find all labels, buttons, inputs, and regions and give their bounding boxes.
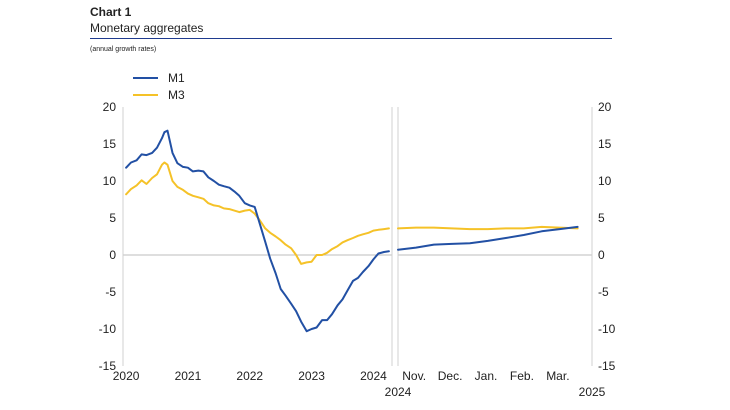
y-tick-label-left: 10 [103,174,117,188]
y-tick-label-left: 5 [109,211,116,225]
y-tick-label-left: -10 [99,322,117,336]
y-tick-label-left: -15 [99,359,117,373]
chart-number: Chart 1 [90,5,132,19]
y-tick-label-right: 10 [598,174,612,188]
y-tick-label-left: 20 [103,100,117,114]
x-tick-label: 2024 [360,369,387,383]
x-tick-label: Feb. [510,369,534,383]
gridlines [122,107,593,366]
legend-label-m1: M1 [168,71,185,85]
x-tick-label: Dec. [438,369,463,383]
x-tick-label: 2020 [113,369,140,383]
x-tick-label: Mar. [546,369,569,383]
y-tick-label-left: 15 [103,137,117,151]
y-tick-label-right: 15 [598,137,612,151]
y-tick-label-right: 0 [598,248,605,262]
legend-label-m3: M3 [168,88,185,102]
axis-note-2025: 2025 [579,385,606,399]
series-line-m1-left [125,129,390,333]
x-tick-label: 2022 [236,369,263,383]
series-line-m3-left [125,161,390,265]
y-tick-label-right: 20 [598,100,612,114]
series-line-m3-right [397,225,579,231]
plot-area [125,129,579,333]
x-tick-label: 2023 [298,369,325,383]
x-tick-label: Nov. [402,369,426,383]
y-tick-label-right: -15 [598,359,616,373]
y-tick-label-left: 0 [109,248,116,262]
x-tick-label: Jan. [475,369,498,383]
y-tick-label-right: -10 [598,322,616,336]
y-tick-label-right: -5 [598,285,609,299]
y-tick-label-right: 5 [598,211,605,225]
axis-note-2024: 2024 [385,385,412,399]
series-line-m1-right [397,225,579,251]
y-tick-label-left: -5 [105,285,116,299]
x-tick-label: 2021 [175,369,202,383]
chart-subtitle: (annual growth rates) [90,46,156,53]
chart-title: Monetary aggregates [90,21,203,35]
